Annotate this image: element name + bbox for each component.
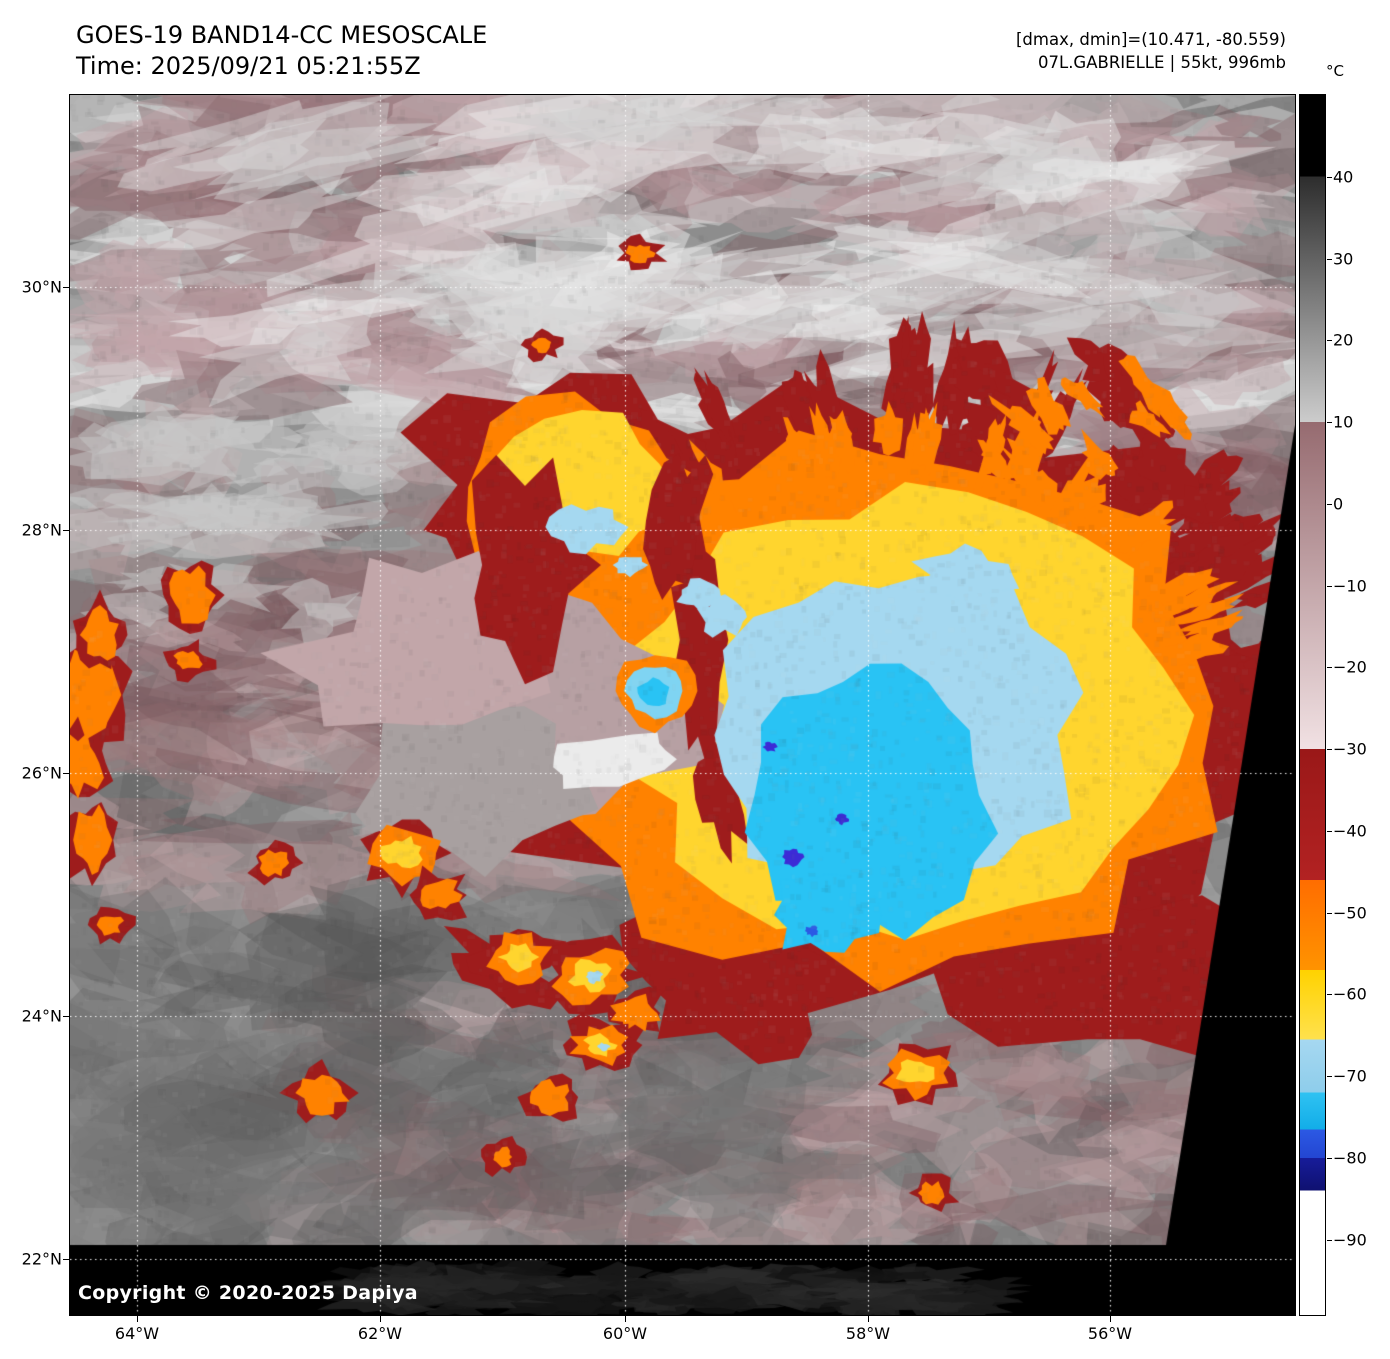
lon-tick-label: 62°W [357,1324,403,1343]
colorbar-tick-mark [1327,749,1332,751]
lon-tick-mark [1110,1316,1111,1322]
colorbar-tick-mark [1327,667,1332,669]
colorbar-tick-mark [1327,585,1332,587]
colorbar-tick-label: −20 [1333,657,1367,677]
lat-tick-label: 24°N [21,1006,62,1026]
lat-tick-mark [63,530,69,531]
colorbar-tick-mark [1327,1239,1332,1241]
dmax-dmin-readout: [dmax, dmin]=(10.471, -80.559) [1016,30,1286,49]
colorbar-tick-label: 0 [1333,494,1344,514]
colorbar-tick-mark [1327,340,1332,342]
colorbar-tick-mark [1327,422,1332,424]
lat-tick-mark [63,1259,69,1260]
colorbar-tick-label: 30 [1333,249,1354,269]
header-left: GOES-19 BAND14-CC MESOSCALE Time: 2025/0… [76,20,487,82]
colorbar-tick-mark [1327,258,1332,260]
colorbar-tick-mark [1327,994,1332,996]
colorbar-tick-label: −50 [1333,903,1367,923]
lon-tick-mark [868,1316,869,1322]
colorbar-unit-label: °C [1326,62,1344,80]
lon-tick-mark [380,1316,381,1322]
lat-tick-label: 22°N [21,1249,62,1269]
colorbar-tick-label: −70 [1333,1066,1367,1086]
colorbar-tick-label: 10 [1333,412,1354,432]
lon-tick-label: 60°W [602,1324,648,1343]
lat-tick-mark [63,773,69,774]
colorbar-tick-label: −40 [1333,821,1367,841]
colorbar-tick-label: −30 [1333,739,1367,759]
copyright-label: Copyright © 2020-2025 Dapiya [78,1282,418,1304]
colorbar-tick-mark [1327,912,1332,914]
lon-tick-label: 58°W [845,1324,891,1343]
colorbar [1299,94,1326,1316]
lat-tick-label: 26°N [21,763,62,783]
timestamp: Time: 2025/09/21 05:21:55Z [76,52,421,80]
satellite-image [70,95,1295,1315]
colorbar-tick-mark [1327,1076,1332,1078]
colorbar-tick-label: −60 [1333,984,1367,1004]
lon-tick-label: 64°W [114,1324,160,1343]
colorbar-tick-label: −10 [1333,576,1367,596]
lat-tick-label: 30°N [21,277,62,297]
header-right: [dmax, dmin]=(10.471, -80.559) 07L.GABRI… [1016,28,1286,74]
lon-tick-label: 56°W [1087,1324,1133,1343]
colorbar-tick-mark [1327,503,1332,505]
colorbar-tick-label: −80 [1333,1148,1367,1168]
lat-tick-mark [63,287,69,288]
colorbar-tick-label: 40 [1333,167,1354,187]
colorbar-tick-mark [1327,830,1332,832]
colorbar-tick-label: −90 [1333,1230,1367,1250]
lat-tick-label: 28°N [21,520,62,540]
lat-tick-mark [63,1016,69,1017]
colorbar-tick-mark [1327,1158,1332,1159]
colorbar-tick-mark [1327,176,1332,178]
figure-title: GOES-19 BAND14-CC MESOSCALE [76,21,488,49]
colorbar-tick-label: 20 [1333,330,1354,350]
storm-info-readout: 07L.GABRIELLE | 55kt, 996mb [1038,53,1286,72]
lon-tick-mark [137,1316,138,1322]
lon-tick-mark [625,1316,626,1322]
